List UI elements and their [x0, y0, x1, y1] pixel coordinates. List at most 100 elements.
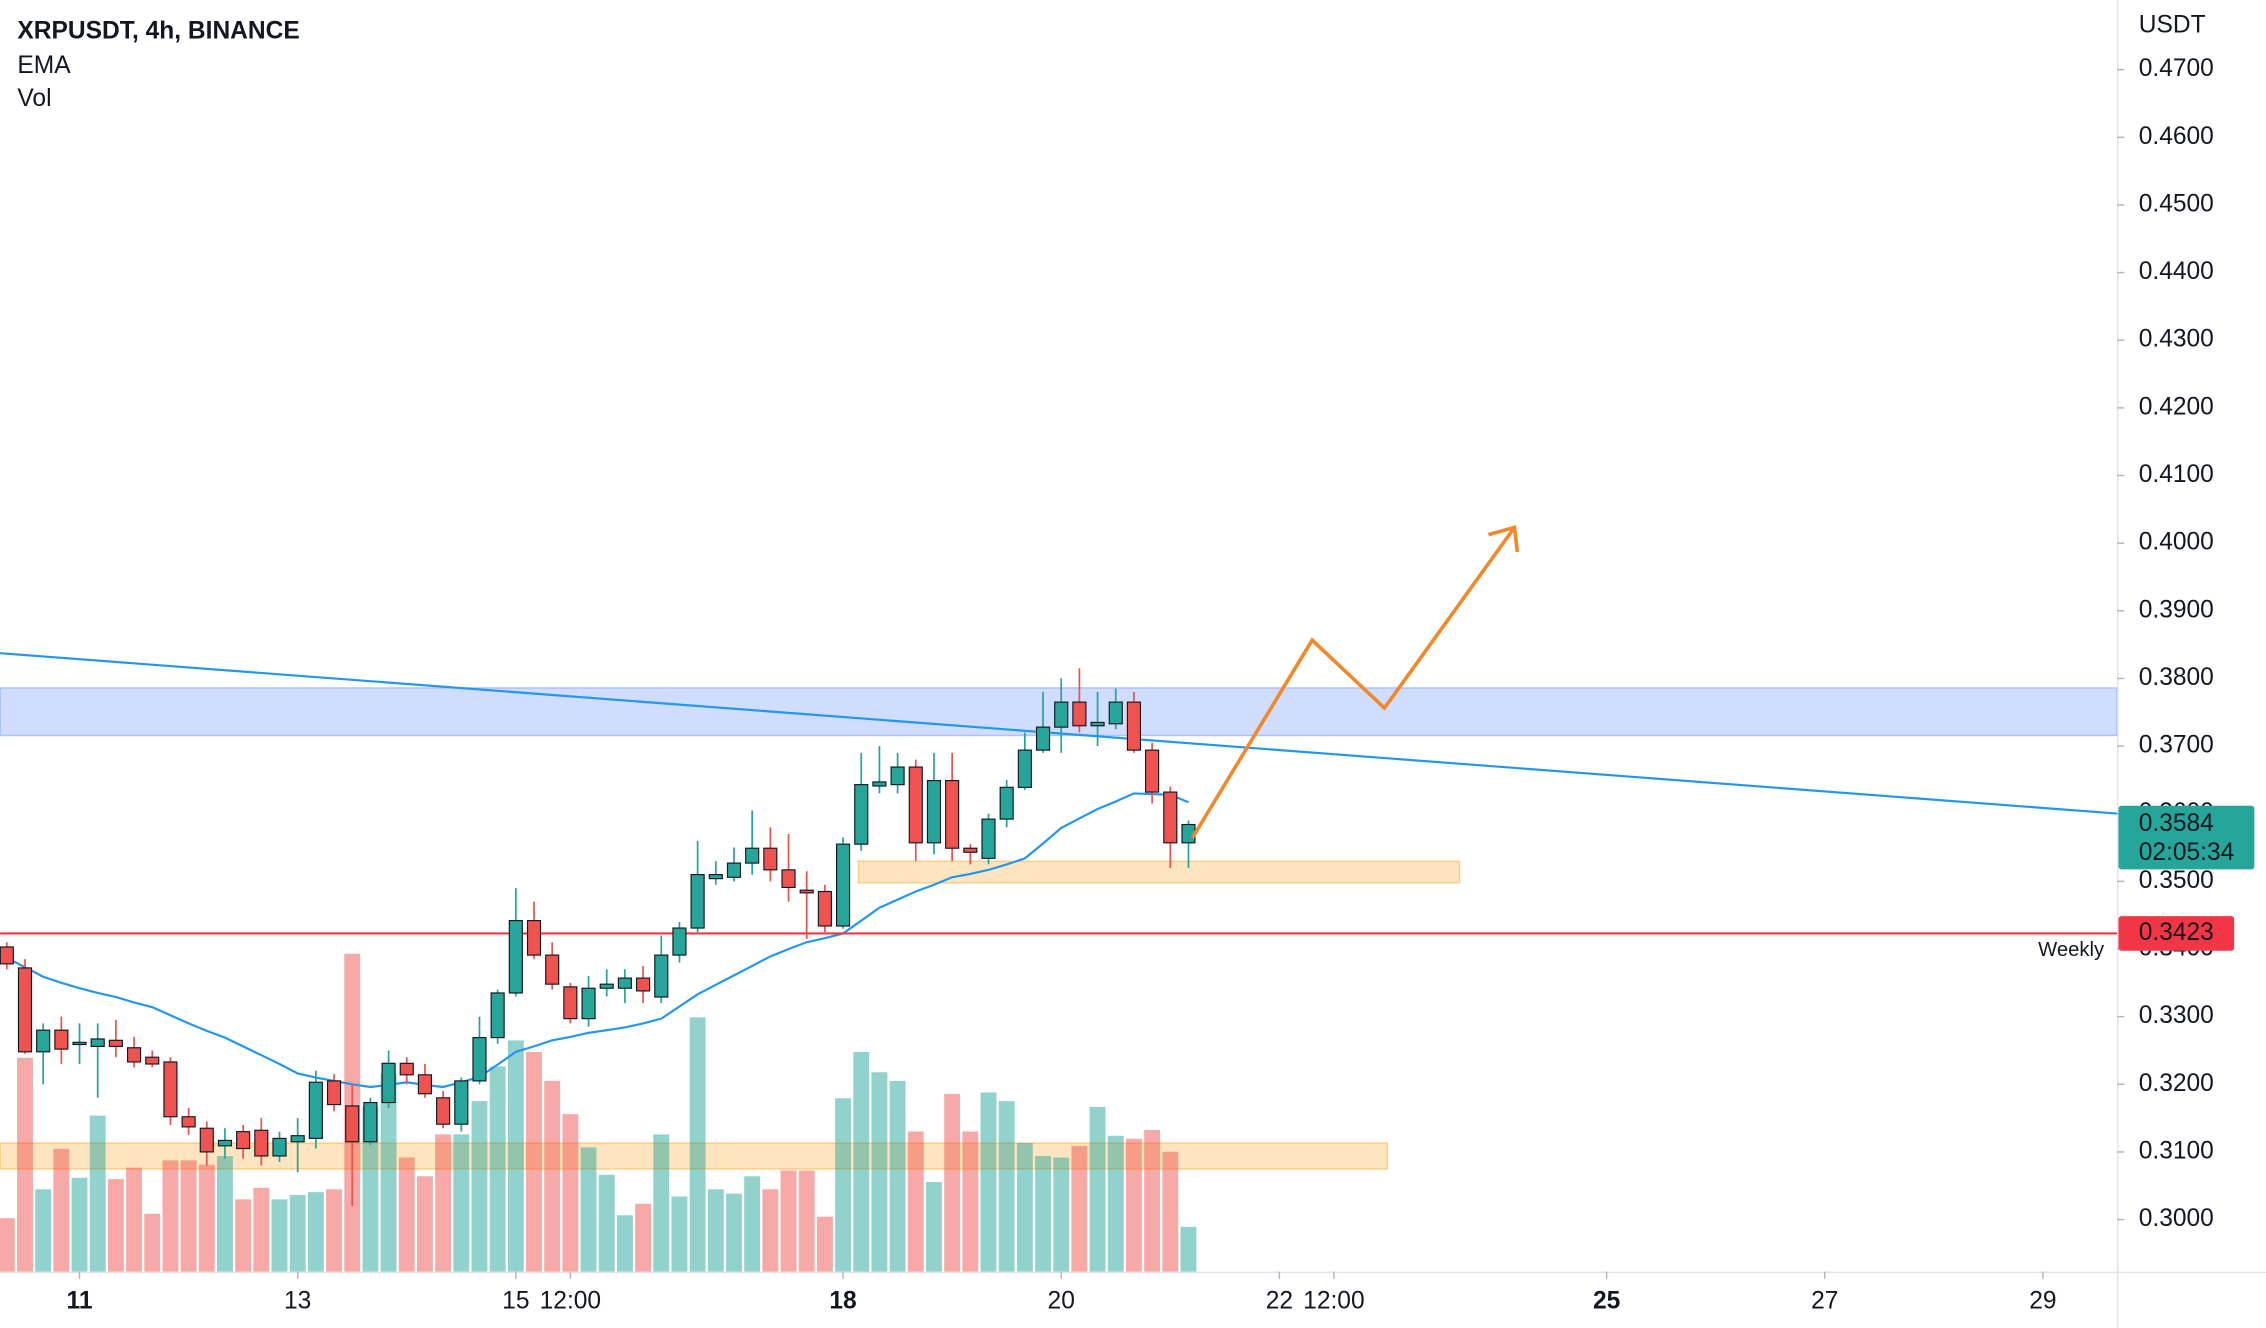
volume-bar [962, 1131, 979, 1272]
volume-bar [998, 1101, 1015, 1272]
candle-body [581, 987, 596, 1020]
x-tick-label: 11 [67, 1287, 93, 1314]
volume-bar [1162, 1151, 1179, 1272]
volume-bar [1089, 1106, 1106, 1272]
candle-body [817, 890, 832, 927]
candle-body [563, 986, 578, 1020]
candle-body [617, 977, 632, 989]
volume-bar [871, 1072, 888, 1272]
x-tick-label: 20 [1048, 1287, 1075, 1314]
candle-body [1090, 721, 1105, 727]
volume-bar [471, 1101, 488, 1272]
candle-body [1017, 749, 1032, 788]
volume-bar [507, 1040, 524, 1272]
volume-bar [71, 1177, 88, 1272]
volume-bar [1035, 1156, 1051, 1272]
candle-body [1163, 791, 1178, 844]
candle-body [199, 1127, 214, 1153]
y-tick-label: 0.3000 [2139, 1205, 2214, 1232]
volume-bar [744, 1176, 761, 1272]
candle-body [363, 1101, 378, 1143]
candle-body [54, 1029, 69, 1050]
candle-body [1108, 701, 1123, 725]
weekly-price-box [2118, 916, 2235, 951]
x-tick-label: 12:00 [540, 1287, 601, 1314]
y-tick-label: 0.4300 [2139, 326, 2214, 353]
volume-bar [1016, 1143, 1033, 1272]
volume-bar [453, 1134, 470, 1272]
candle-body [181, 1116, 196, 1128]
candle-body [236, 1131, 251, 1150]
weekly-price-label: 0.3423 [2139, 919, 2214, 946]
x-tick-label: 12:00 [1303, 1287, 1364, 1314]
candle-body [308, 1081, 323, 1139]
y-tick-label: 0.3200 [2139, 1070, 2214, 1097]
candle-body [436, 1097, 451, 1125]
volume-bar [580, 1147, 597, 1272]
volume-bar [198, 1164, 215, 1272]
volume-bar [1071, 1145, 1088, 1272]
x-tick-label: 18 [829, 1287, 856, 1314]
volume-bar [89, 1115, 106, 1272]
y-tick-label: 0.4200 [2139, 393, 2214, 420]
volume-bar [598, 1174, 615, 1272]
candle-body [472, 1037, 487, 1082]
volume-bar [616, 1215, 633, 1272]
candle-body [945, 779, 960, 849]
volume-bar [816, 1216, 833, 1272]
indicator-label: EMA [17, 52, 71, 79]
ema-line [6, 792, 1189, 1089]
candle-body [799, 889, 814, 894]
candle-body [835, 843, 851, 927]
price-label-box [2118, 805, 2255, 870]
candle-body [72, 1041, 87, 1046]
candle-body [1035, 726, 1051, 751]
y-tick-label: 0.3800 [2139, 664, 2214, 691]
volume-bar [126, 1167, 143, 1272]
x-tick-label: 15 [502, 1287, 529, 1314]
candle-body [345, 1105, 360, 1143]
y-tick-label: 0.4400 [2139, 258, 2214, 285]
candle-body [217, 1139, 233, 1147]
volume-bar [635, 1203, 652, 1272]
candle-body [90, 1038, 105, 1047]
volume-bar [689, 1017, 706, 1272]
candle-body [36, 1029, 51, 1053]
candle-body [636, 977, 651, 992]
volume-bar [926, 1182, 942, 1272]
candle-body [872, 781, 887, 787]
volume-bar [980, 1092, 997, 1272]
volume-bar [1180, 1226, 1197, 1272]
volume-bar [326, 1189, 342, 1272]
volume-bar [416, 1176, 433, 1272]
volume-bar [907, 1131, 924, 1272]
volume-bar [1144, 1130, 1161, 1272]
volume-bar [144, 1213, 161, 1272]
y-tick-label: 0.3900 [2139, 596, 2214, 623]
candle-body [108, 1039, 123, 1047]
y-tick-label: 0.4600 [2139, 123, 2214, 150]
volume-bar [289, 1195, 306, 1272]
candle-body [290, 1135, 305, 1143]
volume-bar [235, 1199, 252, 1272]
chart-title: XRPUSDT, 4h, BINANCE [17, 17, 299, 44]
candle-body [254, 1129, 269, 1157]
candle-body [890, 766, 905, 786]
x-tick-label: 25 [1593, 1287, 1620, 1314]
candle-body [145, 1056, 160, 1065]
volume-bar [107, 1179, 124, 1272]
candle-body [763, 847, 778, 871]
candle-body [490, 992, 505, 1039]
candle-body [381, 1062, 396, 1104]
x-tick-label: 27 [1811, 1287, 1838, 1314]
volume-bar [762, 1189, 779, 1272]
weekly-label: Weekly [2038, 939, 2105, 961]
candle-body [1072, 701, 1087, 727]
candle-body [981, 818, 996, 859]
volume-bar [798, 1170, 815, 1272]
indicator-label: Vol [17, 85, 51, 112]
countdown-label: 02:05:34 [2139, 839, 2235, 866]
